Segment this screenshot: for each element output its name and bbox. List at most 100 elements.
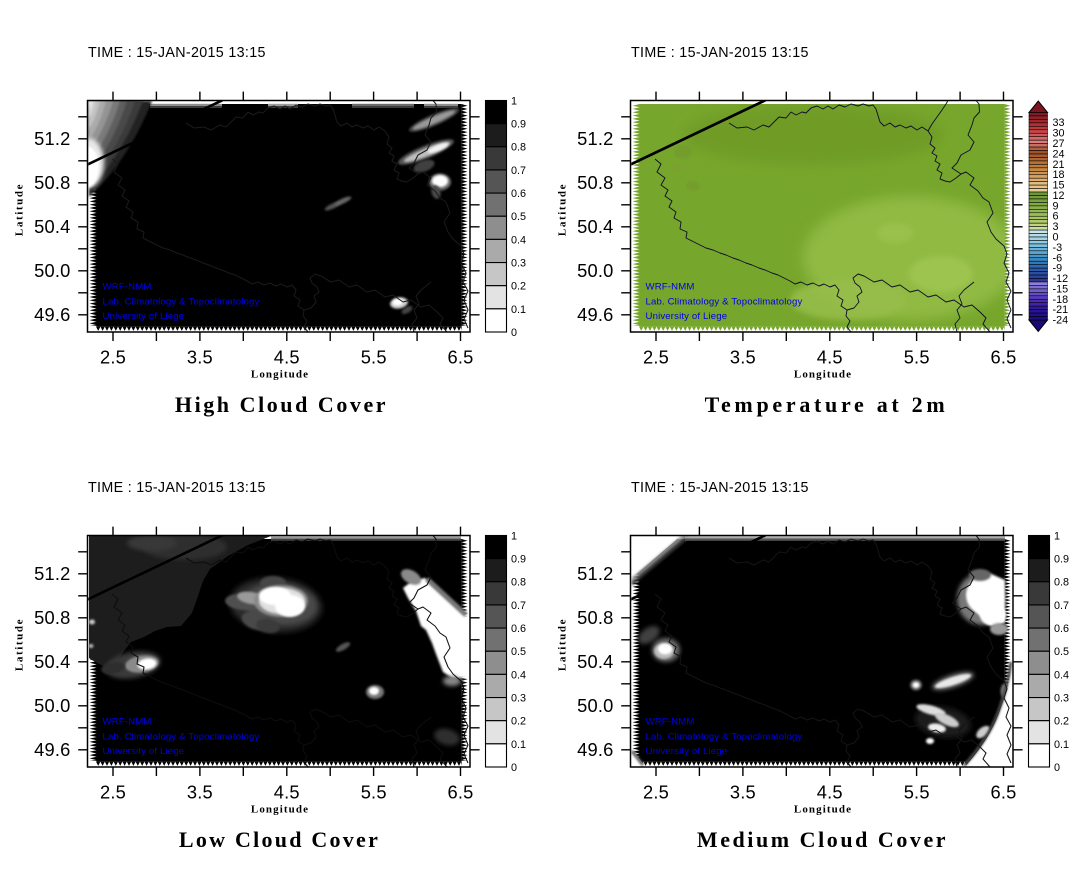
svg-text:TIME : 15-JAN-2015 13:15: TIME : 15-JAN-2015 13:15 — [631, 480, 809, 496]
svg-text:0.8: 0.8 — [511, 577, 526, 589]
svg-text:50.8: 50.8 — [577, 172, 613, 193]
svg-text:0.6: 0.6 — [511, 623, 526, 635]
svg-text:3.5: 3.5 — [187, 781, 213, 802]
svg-text:Lab. Climatology & Topoclimato: Lab. Climatology & Topoclimatology — [103, 296, 260, 307]
svg-text:University of Liege: University of Liege — [646, 311, 728, 322]
svg-text:1: 1 — [1054, 530, 1060, 542]
svg-text:-18: -18 — [1053, 294, 1069, 306]
svg-text:12: 12 — [1053, 190, 1065, 202]
svg-text:4.5: 4.5 — [817, 781, 843, 802]
svg-text:50.0: 50.0 — [34, 695, 70, 716]
svg-text:4.5: 4.5 — [274, 781, 300, 802]
svg-text:High Cloud Cover: High Cloud Cover — [175, 392, 388, 417]
svg-text:6: 6 — [1053, 211, 1059, 223]
svg-text:0.9: 0.9 — [1054, 554, 1069, 566]
svg-text:0: 0 — [1053, 232, 1059, 244]
svg-text:WRF-NMM: WRF-NMM — [646, 717, 695, 728]
svg-text:0.7: 0.7 — [1054, 600, 1069, 612]
svg-text:Latitude: Latitude — [557, 183, 569, 236]
svg-text:5.5: 5.5 — [904, 346, 930, 367]
svg-text:0: 0 — [511, 327, 517, 339]
svg-text:51.2: 51.2 — [34, 563, 70, 584]
svg-text:50.0: 50.0 — [577, 260, 613, 281]
svg-text:0.6: 0.6 — [511, 188, 526, 200]
svg-text:51.2: 51.2 — [34, 128, 70, 149]
svg-text:WRF-NMM: WRF-NMM — [103, 717, 152, 728]
svg-text:21: 21 — [1053, 159, 1065, 171]
svg-text:5.5: 5.5 — [361, 781, 387, 802]
svg-text:9: 9 — [1053, 200, 1059, 212]
svg-text:TIME : 15-JAN-2015 13:15: TIME : 15-JAN-2015 13:15 — [88, 480, 266, 496]
svg-text:-12: -12 — [1053, 273, 1069, 285]
svg-text:Low Cloud Cover: Low Cloud Cover — [179, 827, 380, 852]
svg-text:4.5: 4.5 — [817, 346, 843, 367]
svg-text:49.6: 49.6 — [34, 304, 70, 325]
svg-text:4.5: 4.5 — [274, 346, 300, 367]
svg-text:-6: -6 — [1053, 252, 1063, 264]
svg-text:18: 18 — [1053, 169, 1065, 181]
svg-text:50.4: 50.4 — [577, 651, 613, 672]
svg-text:24: 24 — [1053, 148, 1065, 160]
svg-text:6.5: 6.5 — [447, 346, 473, 367]
svg-text:University of Liege: University of Liege — [103, 746, 185, 757]
svg-text:-21: -21 — [1053, 304, 1069, 316]
svg-text:49.6: 49.6 — [34, 739, 70, 760]
svg-text:University of Liege: University of Liege — [103, 311, 185, 322]
svg-text:0.5: 0.5 — [511, 646, 526, 658]
svg-text:33: 33 — [1053, 117, 1065, 129]
svg-text:0.7: 0.7 — [511, 600, 526, 612]
svg-text:-9: -9 — [1053, 263, 1063, 275]
svg-text:WRF-NMM: WRF-NMM — [103, 282, 152, 293]
svg-text:0.3: 0.3 — [511, 692, 526, 704]
svg-text:51.2: 51.2 — [577, 563, 613, 584]
svg-text:50.0: 50.0 — [577, 695, 613, 716]
svg-text:30: 30 — [1053, 128, 1065, 140]
svg-text:1: 1 — [511, 530, 517, 542]
svg-text:Longitude: Longitude — [251, 368, 309, 380]
svg-text:0.2: 0.2 — [511, 281, 526, 293]
svg-text:-3: -3 — [1053, 242, 1063, 254]
svg-text:3.5: 3.5 — [730, 781, 756, 802]
svg-text:0.2: 0.2 — [511, 716, 526, 728]
svg-text:0.3: 0.3 — [511, 257, 526, 269]
svg-text:0.9: 0.9 — [511, 554, 526, 566]
svg-text:-24: -24 — [1053, 315, 1069, 327]
svg-text:University of Liege: University of Liege — [646, 746, 728, 757]
svg-text:0.1: 0.1 — [511, 739, 526, 751]
svg-text:3: 3 — [1053, 221, 1059, 233]
svg-text:5.5: 5.5 — [361, 346, 387, 367]
svg-text:0: 0 — [1054, 762, 1060, 774]
svg-text:0.4: 0.4 — [511, 234, 526, 246]
svg-text:Latitude: Latitude — [14, 618, 26, 671]
svg-text:Longitude: Longitude — [794, 803, 852, 815]
svg-text:15: 15 — [1053, 180, 1065, 192]
svg-text:0.5: 0.5 — [511, 211, 526, 223]
svg-text:50.4: 50.4 — [34, 651, 70, 672]
svg-text:50.8: 50.8 — [34, 607, 70, 628]
svg-text:3.5: 3.5 — [187, 346, 213, 367]
svg-text:Temperature at 2m: Temperature at 2m — [705, 392, 949, 417]
svg-text:50.8: 50.8 — [34, 172, 70, 193]
svg-text:Longitude: Longitude — [794, 368, 852, 380]
svg-text:-15: -15 — [1053, 283, 1069, 295]
svg-text:0.5: 0.5 — [1054, 646, 1069, 658]
svg-text:0.6: 0.6 — [1054, 623, 1069, 635]
svg-text:49.6: 49.6 — [577, 304, 613, 325]
svg-text:0.4: 0.4 — [1054, 669, 1069, 681]
svg-text:0.9: 0.9 — [511, 119, 526, 131]
svg-text:6.5: 6.5 — [447, 781, 473, 802]
svg-text:Latitude: Latitude — [14, 183, 26, 236]
svg-text:51.2: 51.2 — [577, 128, 613, 149]
svg-text:2.5: 2.5 — [100, 346, 126, 367]
svg-text:TIME : 15-JAN-2015 13:15: TIME : 15-JAN-2015 13:15 — [88, 45, 266, 61]
svg-text:27: 27 — [1053, 138, 1065, 150]
svg-text:5.5: 5.5 — [904, 781, 930, 802]
svg-text:49.6: 49.6 — [577, 739, 613, 760]
svg-text:0.7: 0.7 — [511, 165, 526, 177]
svg-text:6.5: 6.5 — [990, 346, 1016, 367]
svg-text:Lab. Climatology & Topoclimato: Lab. Climatology & Topoclimatology — [103, 731, 260, 742]
svg-text:0.2: 0.2 — [1054, 716, 1069, 728]
svg-text:WRF-NMM: WRF-NMM — [646, 282, 695, 293]
svg-text:Latitude: Latitude — [557, 618, 569, 671]
svg-text:0.3: 0.3 — [1054, 692, 1069, 704]
